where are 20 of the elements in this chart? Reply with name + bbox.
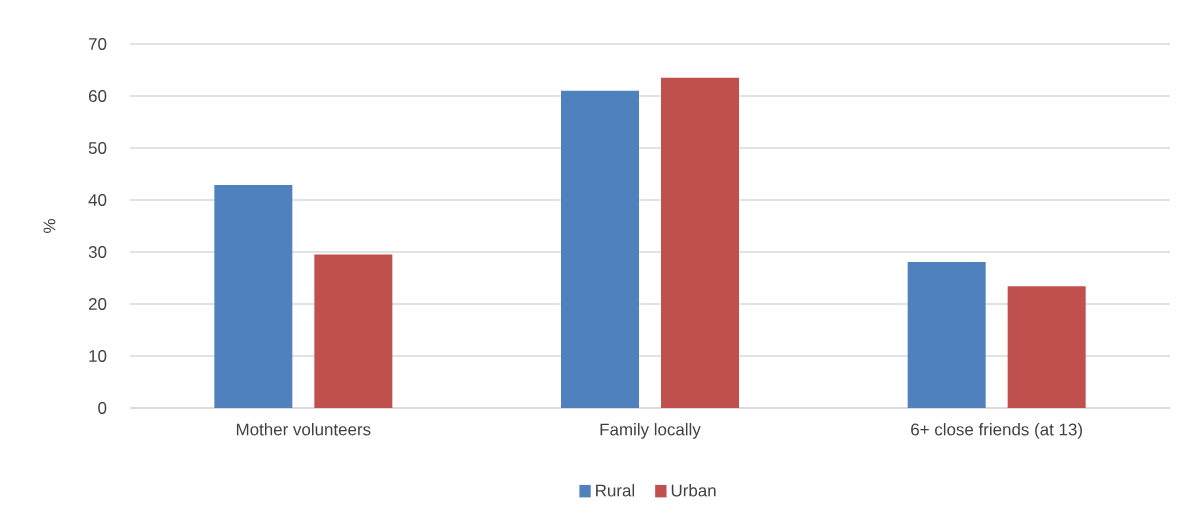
- y-tick-label: 20: [88, 298, 107, 310]
- legend-label: Rural: [596, 484, 635, 497]
- y-tick-label: 50: [88, 142, 107, 154]
- y-axis-title: %: [43, 219, 56, 233]
- y-tick-label: 30: [88, 246, 107, 258]
- bar: [907, 261, 986, 408]
- bar: [561, 90, 640, 408]
- bar: [661, 77, 740, 408]
- y-tick-label: 0: [98, 402, 107, 414]
- bar: [314, 254, 393, 408]
- legend-label: Urban: [671, 484, 716, 497]
- x-tick-label: Mother volunteers: [236, 423, 371, 436]
- y-tick-label: 70: [89, 38, 107, 50]
- y-tick-label: 10: [89, 350, 107, 362]
- x-tick-label: 6+ close friends (at 13): [911, 423, 1082, 439]
- y-tick-label: 40: [88, 194, 107, 206]
- bar: [1007, 286, 1086, 408]
- bar: [214, 184, 293, 408]
- y-tick-label: 60: [89, 90, 107, 102]
- x-tick-label: Family locally: [600, 423, 701, 439]
